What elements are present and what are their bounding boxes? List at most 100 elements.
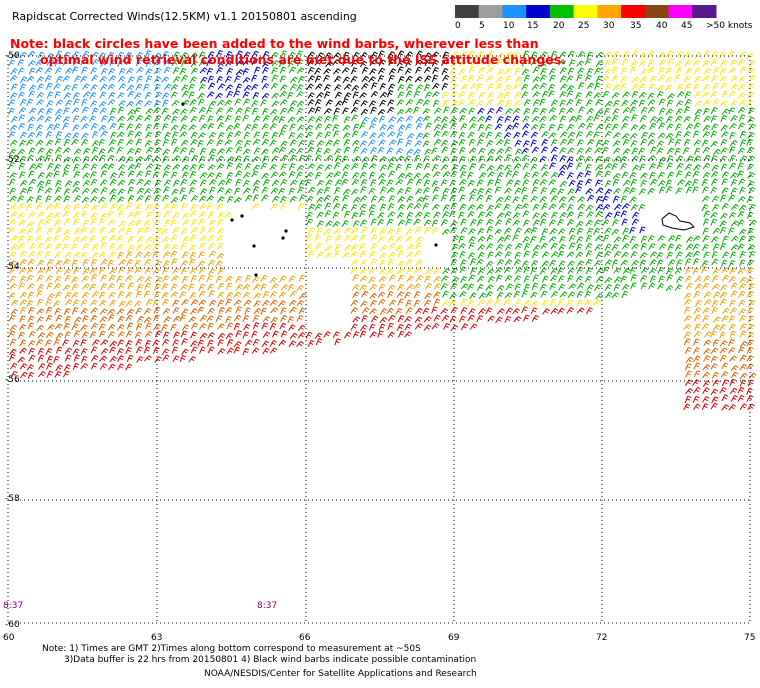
wind-barb: [278, 60, 286, 68]
wind-barb: [251, 170, 259, 178]
wind-barb: [542, 308, 550, 315]
wind-barb: [90, 178, 98, 186]
wind-barb: [666, 123, 674, 130]
footer-line-1: Note: 1) Times are GMT 2)Times along bot…: [42, 644, 421, 654]
wind-barb: [172, 76, 181, 83]
wind-barb: [118, 300, 126, 308]
wind-barb: [656, 147, 664, 155]
wind-barb: [450, 267, 459, 275]
wind-barb: [514, 299, 522, 307]
wind-barb: [576, 307, 585, 314]
wind-barb: [505, 124, 513, 132]
wind-barb: [639, 252, 648, 259]
wind-barb: [235, 139, 243, 147]
wind-barb: [170, 91, 178, 99]
wind-barb: [469, 258, 477, 266]
wind-barb: [703, 210, 711, 218]
wind-barb: [217, 218, 224, 226]
wind-barb: [503, 299, 512, 306]
wind-barb: [62, 339, 69, 347]
wind-barb: [549, 74, 556, 82]
wind-barb: [314, 59, 323, 66]
wind-barb: [649, 75, 657, 83]
scale-label: 40: [656, 21, 668, 31]
wind-barb: [514, 67, 521, 75]
wind-barb: [98, 139, 105, 147]
wind-barb: [244, 162, 252, 171]
wind-barb: [54, 187, 62, 195]
wind-barb: [467, 228, 476, 235]
wind-barb: [396, 291, 405, 298]
wind-barb: [440, 308, 449, 315]
wind-barb: [568, 242, 576, 250]
wind-barb: [107, 146, 115, 154]
wind-barb: [693, 67, 701, 75]
wind-barb: [72, 236, 81, 243]
wind-barb: [693, 83, 700, 92]
wind-barb: [719, 194, 727, 202]
wind-barb: [585, 91, 593, 98]
wind-barb: [478, 91, 486, 99]
wind-barb: [423, 219, 432, 227]
wind-barb: [161, 236, 170, 243]
wind-barb: [523, 243, 531, 251]
wind-barb: [748, 60, 756, 68]
wind-barb: [684, 83, 692, 91]
wind-barb: [153, 100, 161, 108]
wind-barb: [253, 292, 261, 299]
wind-barb: [683, 338, 691, 346]
wind-barb: [504, 259, 513, 266]
wind-barb: [721, 171, 729, 179]
wind-barb: [199, 346, 206, 354]
wind-barb: [341, 204, 348, 212]
wind-barb: [631, 260, 639, 267]
wind-barb: [18, 107, 27, 114]
wind-barb: [703, 275, 711, 283]
wind-barb: [307, 92, 315, 99]
wind-barb: [143, 346, 151, 354]
lat-label: -52: [5, 155, 20, 165]
wind-barb: [577, 211, 584, 219]
wind-barb: [703, 107, 710, 116]
wind-barb: [675, 131, 683, 139]
wind-barb: [344, 227, 352, 234]
wind-barb: [397, 330, 405, 338]
wind-barb: [217, 348, 226, 355]
wind-barb: [36, 92, 45, 99]
wind-barb: [486, 268, 495, 275]
wind-barb: [692, 235, 701, 242]
wind-barb: [28, 147, 36, 155]
wind-barb: [181, 202, 188, 211]
wind-barb: [486, 226, 494, 234]
wind-barb: [514, 204, 522, 211]
wind-barb: [9, 187, 17, 195]
wind-barb: [378, 139, 386, 146]
wind-barb: [477, 147, 486, 155]
wind-barb: [585, 267, 593, 275]
wind-barb: [198, 211, 207, 218]
wind-barb: [477, 51, 485, 58]
wind-barb: [621, 243, 630, 250]
wind-barb: [530, 139, 537, 147]
wind-barb: [515, 242, 523, 250]
wind-barb: [208, 211, 215, 219]
wind-barb: [63, 364, 71, 371]
wind-barb: [125, 346, 133, 355]
wind-barb: [107, 331, 116, 338]
wind-barb: [530, 291, 538, 299]
wind-barb: [566, 219, 575, 226]
wind-barb: [621, 290, 629, 298]
wind-barb: [576, 180, 584, 188]
wind-barb: [584, 178, 592, 186]
wind-barb: [404, 316, 412, 323]
wind-barb: [290, 76, 298, 83]
wind-barb: [333, 75, 342, 83]
wind-barb: [738, 308, 747, 315]
wind-barb: [494, 251, 503, 258]
wind-barb: [352, 123, 360, 131]
wind-barb: [109, 203, 118, 210]
wind-barb: [163, 243, 171, 251]
wind-barb: [134, 300, 142, 307]
wind-barb: [604, 227, 612, 235]
lat-label: -58: [5, 494, 20, 504]
